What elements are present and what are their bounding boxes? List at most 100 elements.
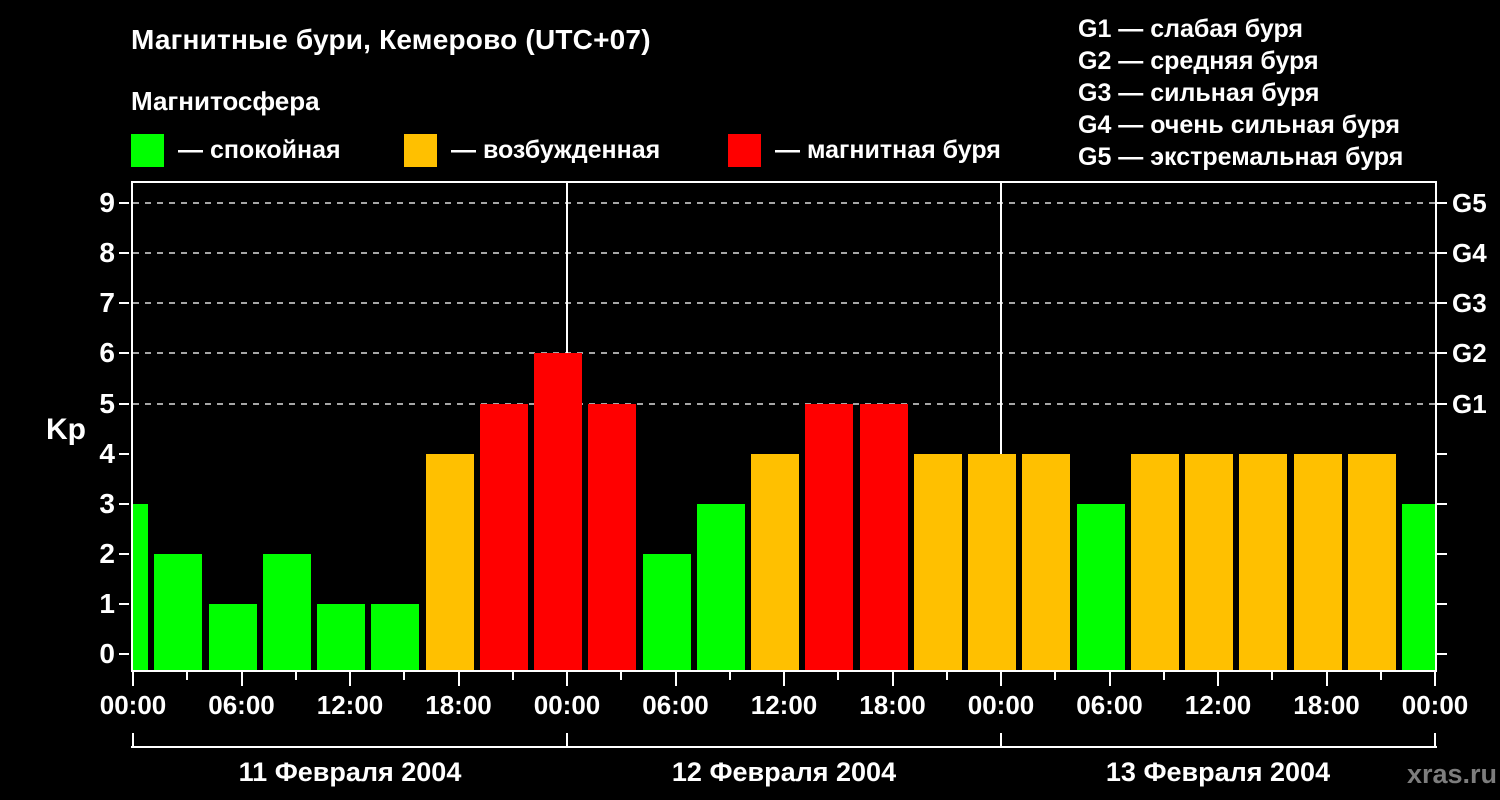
x-axis-tick xyxy=(132,672,134,686)
y-axis-tick xyxy=(119,452,129,455)
kp-bar-18:00 xyxy=(425,453,474,670)
x-axis-tick xyxy=(728,672,731,680)
x-tick-label: 12:00 xyxy=(316,690,384,720)
kp-bar-15:00 xyxy=(805,403,854,670)
gridline-kp7 xyxy=(133,302,1435,305)
x-axis-tick xyxy=(620,672,623,680)
x-axis-tick xyxy=(240,672,243,686)
x-tick-label: 18:00 xyxy=(859,690,926,720)
kp-bar-09:00 xyxy=(696,503,745,670)
x-tick-label: 06:00 xyxy=(642,690,709,720)
y-axis-tick-right xyxy=(1437,302,1447,305)
kp-bar-24:00 xyxy=(1402,503,1435,670)
gridline-kp6 xyxy=(133,352,1435,355)
y-axis-tick xyxy=(119,402,129,405)
y-axis-tick xyxy=(119,202,129,205)
x-axis-tick xyxy=(349,672,351,686)
x-tick-label: 18:00 xyxy=(1293,690,1360,720)
x-axis-tick xyxy=(403,672,406,680)
g-legend-line: G4 — очень сильная буря xyxy=(1078,111,1400,139)
x-axis-tick xyxy=(1217,672,1219,686)
kp-bar-15:00 xyxy=(371,603,420,670)
g-scale-label: G5 xyxy=(1452,188,1487,219)
legend-item-storm: — магнитная буря xyxy=(728,134,1001,167)
x-axis-tick xyxy=(1325,672,1328,686)
date-bracket-tick xyxy=(566,733,568,748)
y-tick-label: 4 xyxy=(99,437,115,469)
x-axis-tick xyxy=(1162,672,1165,680)
x-axis-tick xyxy=(1000,672,1002,686)
kp-bar-06:00 xyxy=(642,553,691,670)
x-axis-tick xyxy=(783,672,785,686)
y-axis-tick-right xyxy=(1437,402,1447,405)
kp-bar-09:00 xyxy=(262,553,311,670)
gridline-kp5 xyxy=(133,402,1435,405)
kp-bar-12:00 xyxy=(751,453,799,670)
y-axis-tick-right xyxy=(1437,602,1447,605)
y-axis-tick xyxy=(119,352,129,355)
g-scale-legend: G1 — слабая буря G2 — средняя буря G3 — … xyxy=(1078,13,1403,173)
x-tick-label: 06:00 xyxy=(1076,690,1143,720)
kp-bar-00:00 xyxy=(133,503,148,670)
day-separator-line xyxy=(566,183,568,354)
y-tick-label: 7 xyxy=(99,287,115,319)
x-tick-label: 00:00 xyxy=(1401,690,1469,720)
kp-bar-06:00 xyxy=(1076,503,1125,670)
g-scale-label: G4 xyxy=(1452,238,1487,269)
date-label: 11 Февраля 2004 xyxy=(238,757,462,787)
g-legend-line: G5 — экстремальная буря xyxy=(1078,143,1404,171)
x-axis-tick xyxy=(837,672,840,680)
kp-bar-03:00 xyxy=(588,403,637,670)
y-axis-tick xyxy=(119,653,129,655)
legend-label: — магнитная буря xyxy=(775,136,1001,164)
y-axis-tick-right xyxy=(1437,352,1447,355)
kp-bar-00:00 xyxy=(534,353,582,670)
y-axis-tick-right xyxy=(1437,202,1447,205)
y-tick-label: 9 xyxy=(99,187,115,219)
y-tick-label: 2 xyxy=(99,537,115,569)
kp-bar-15:00 xyxy=(1239,453,1288,670)
kp-bar-09:00 xyxy=(1130,453,1179,670)
y-axis-tick xyxy=(119,602,129,605)
date-bracket-tick xyxy=(1000,733,1002,748)
y-axis-title: Kp xyxy=(46,413,86,446)
y-tick-label: 8 xyxy=(99,237,115,269)
x-axis-tick xyxy=(891,672,894,686)
g-legend-line: G3 — сильная буря xyxy=(1078,79,1320,107)
x-tick-label: 00:00 xyxy=(99,690,167,720)
x-axis-tick xyxy=(294,672,297,680)
x-axis-tick xyxy=(511,672,514,680)
legend-item-unsettled: — возбужденная xyxy=(404,134,660,167)
x-tick-label: 00:00 xyxy=(967,690,1035,720)
date-label: 12 Февраля 2004 xyxy=(671,757,897,787)
y-axis-tick xyxy=(119,252,129,255)
legend-label: — возбужденная xyxy=(451,136,661,164)
kp-bar-00:00 xyxy=(968,453,1016,670)
day-separator-line xyxy=(1000,183,1002,454)
y-axis-tick xyxy=(119,302,129,305)
date-bracket-tick xyxy=(132,733,134,748)
x-axis-tick xyxy=(1271,672,1274,680)
gridline-kp8 xyxy=(133,252,1435,255)
x-axis-tick xyxy=(186,672,189,680)
y-axis-tick-right xyxy=(1437,502,1447,505)
kp-bar-03:00 xyxy=(1022,453,1071,670)
legend-label: — спокойная xyxy=(178,136,341,164)
x-axis-tick xyxy=(1434,672,1436,686)
gridline-kp9 xyxy=(133,202,1435,205)
kp-bar-21:00 xyxy=(1347,453,1396,670)
x-axis-tick xyxy=(674,672,677,686)
kp-bar-21:00 xyxy=(479,403,528,670)
x-tick-label: 06:00 xyxy=(208,690,275,720)
y-axis-tick xyxy=(119,552,129,555)
y-axis-tick-right xyxy=(1437,252,1447,255)
kp-bar-21:00 xyxy=(913,453,962,670)
date-bracket-tick xyxy=(1434,733,1436,748)
x-tick-label: 12:00 xyxy=(750,690,818,720)
chart-title: Магнитные бури, Кемерово (UTC+07) xyxy=(131,24,651,55)
storm-color-swatch xyxy=(728,134,761,167)
date-label: 13 Февраля 2004 xyxy=(1105,757,1331,787)
y-tick-label: 6 xyxy=(99,337,115,369)
y-axis-tick-right xyxy=(1437,552,1447,555)
